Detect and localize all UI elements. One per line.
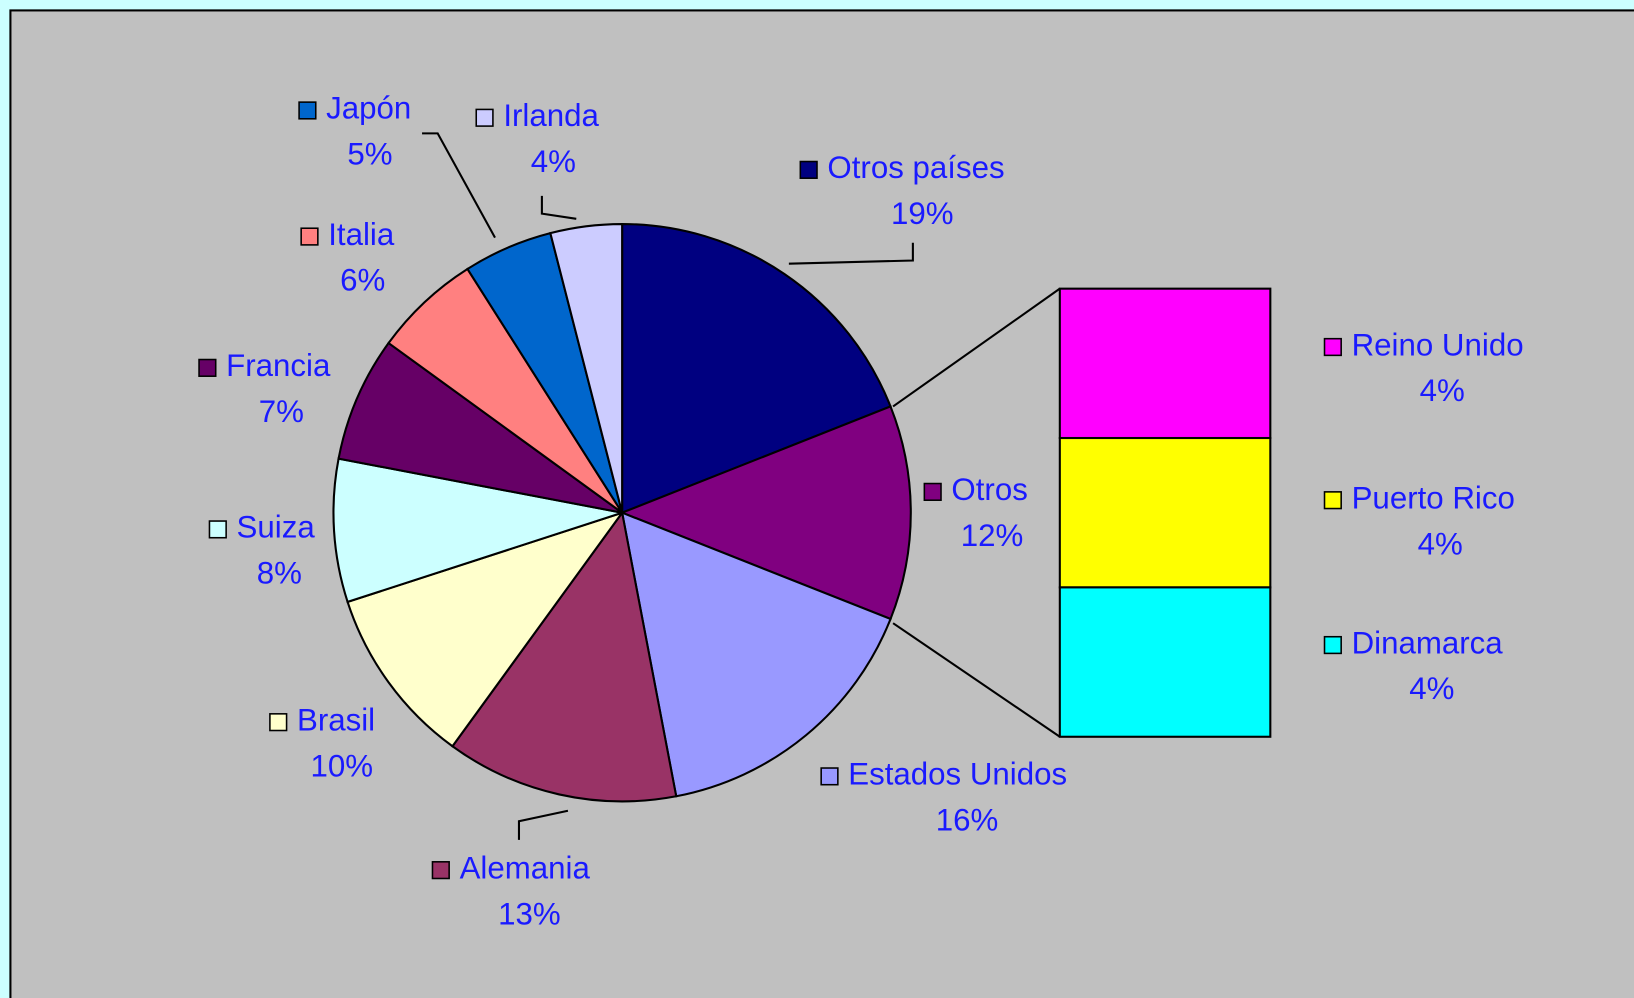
value-label: 4% [1420, 373, 1465, 408]
pie-slice [621, 223, 892, 515]
category-label: Reino Unido [1352, 327, 1524, 362]
leader-line [788, 242, 914, 265]
category-label: Suiza [237, 510, 316, 545]
leader-line [540, 195, 577, 220]
pie-slice [549, 223, 624, 513]
legend-marker [208, 520, 227, 539]
connector-line [892, 622, 1061, 738]
legend-marker [1323, 337, 1342, 357]
value-label: 4% [1418, 526, 1463, 561]
category-label: Francia [226, 348, 331, 383]
value-label: 16% [936, 802, 999, 837]
category-label: Brasil [297, 702, 375, 737]
legend-marker [799, 160, 818, 179]
connector-line [892, 287, 1061, 408]
category-label: Otros [951, 472, 1027, 507]
pie-slice [619, 405, 912, 621]
pie-slice [332, 457, 623, 604]
leader-line [517, 809, 569, 840]
value-label: 7% [259, 394, 304, 429]
legend-marker [269, 713, 288, 732]
value-label: 8% [257, 555, 302, 590]
category-label: Alemania [460, 850, 591, 885]
value-label: 5% [347, 137, 392, 172]
legend-marker [1323, 491, 1342, 510]
value-label: 4% [531, 144, 576, 179]
value-label: 12% [961, 518, 1024, 553]
category-label: Irlanda [503, 98, 599, 133]
legend-marker [820, 767, 839, 786]
category-label: Dinamarca [1352, 625, 1504, 660]
legend-marker [300, 227, 319, 246]
legend-marker [298, 101, 317, 120]
category-label: Estados Unidos [848, 757, 1067, 792]
bar-segment [1058, 586, 1272, 738]
category-label: Italia [328, 217, 395, 252]
category-label: Japón [326, 91, 411, 126]
legend-marker [198, 358, 217, 377]
value-label: 4% [1409, 671, 1454, 706]
bar-segment [1058, 287, 1272, 440]
category-label: Otros países [827, 150, 1004, 185]
value-label: 6% [340, 263, 385, 298]
pie-slice [346, 510, 625, 748]
chart-area: Otros países 19% Otros 12% Estados Unidos 16%… [9, 9, 1634, 998]
legend-marker [475, 108, 494, 127]
value-label: 19% [891, 196, 954, 231]
leader-line [422, 132, 496, 239]
pie-slice [451, 510, 678, 803]
legend-marker [923, 482, 942, 501]
value-label: 10% [311, 748, 374, 783]
legend-marker [1323, 635, 1342, 655]
legend-marker [431, 861, 450, 880]
category-label: Puerto Rico [1352, 480, 1515, 515]
pie-slice [620, 511, 892, 798]
bar-segment [1058, 436, 1272, 589]
pie-slice [337, 341, 623, 514]
value-label: 13% [498, 896, 561, 931]
